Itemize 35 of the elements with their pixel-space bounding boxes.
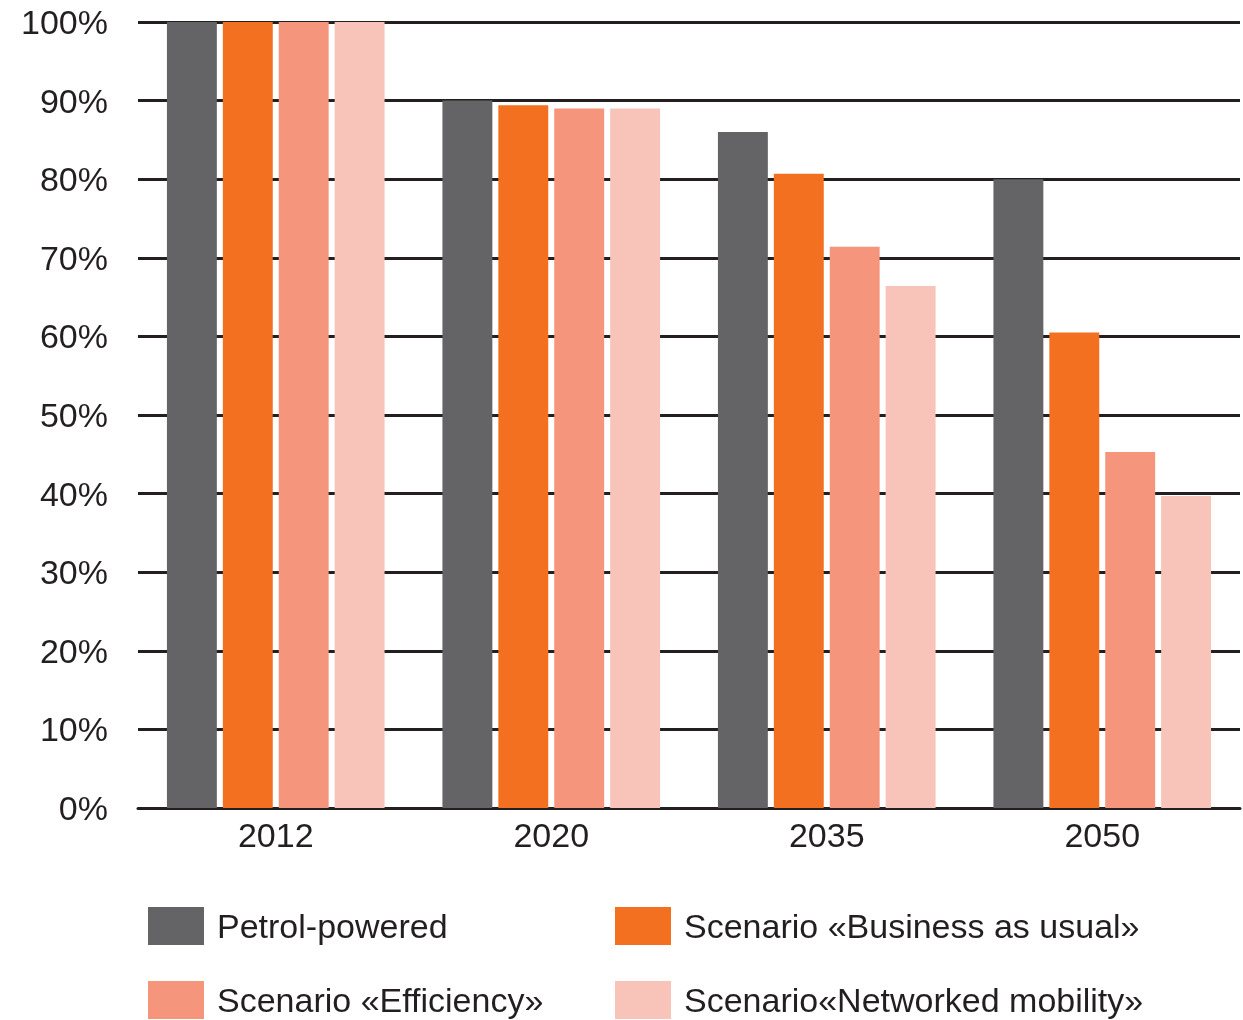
legend-label: Petrol-powered [217, 907, 448, 945]
bar [442, 100, 493, 808]
bar [1049, 332, 1100, 808]
y-tick-label: 70% [39, 238, 108, 277]
y-tick-label: 60% [39, 317, 108, 356]
legend-label: Scenario «Efficiency» [217, 981, 544, 1019]
y-tick-label: 80% [39, 160, 108, 199]
bar [222, 22, 273, 808]
bar [278, 22, 329, 808]
y-tick-label: 90% [39, 81, 108, 120]
y-tick-label: 0% [58, 789, 108, 827]
bar [773, 173, 824, 808]
y-tick-label: 10% [39, 710, 108, 749]
legend-label: Scenario «Business as usual» [684, 907, 1140, 945]
y-tick-label: 50% [39, 396, 108, 434]
bar [554, 108, 605, 808]
bar [334, 22, 385, 808]
bar [1161, 495, 1212, 808]
y-tick-label: 100% [21, 3, 108, 41]
x-tick-label: 2012 [237, 816, 314, 854]
x-tick-label: 2035 [788, 816, 865, 854]
bar [993, 179, 1044, 808]
x-tick-label: 2020 [513, 816, 590, 854]
y-tick-label: 20% [39, 631, 108, 670]
bar [166, 22, 217, 808]
legend-label: Scenario«Networked mobility» [684, 981, 1144, 1019]
bar [885, 286, 936, 808]
bar [1105, 451, 1156, 808]
y-tick-label: 30% [39, 553, 108, 592]
x-tick-label: 2050 [1064, 816, 1141, 854]
bar [610, 108, 661, 808]
bar [717, 132, 768, 808]
y-tick-label: 40% [39, 474, 108, 513]
bar [829, 246, 880, 808]
bar [498, 105, 549, 808]
